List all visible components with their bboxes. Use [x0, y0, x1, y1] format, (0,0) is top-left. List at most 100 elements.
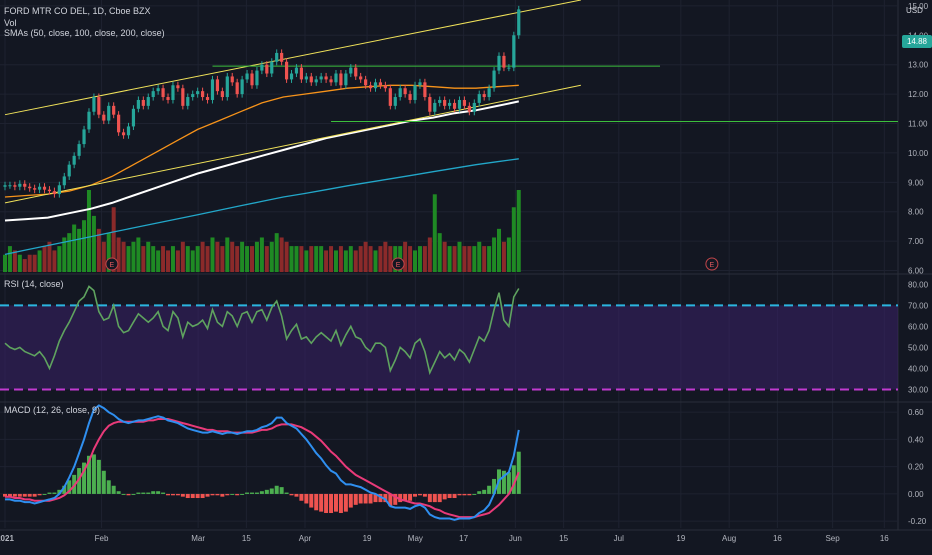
time-axis-tick: 19 — [363, 534, 372, 543]
symbol-title[interactable]: FORD MTR CO DEL, 1D, Cboe BZX — [4, 6, 151, 16]
volume-legend[interactable]: Vol — [4, 18, 17, 28]
volume-bar — [289, 246, 294, 272]
earnings-marker-label: E — [710, 262, 715, 269]
volume-bar — [136, 237, 141, 272]
candle-body — [8, 185, 12, 187]
candle-body — [166, 97, 170, 100]
macd-histogram-bar — [319, 493, 324, 512]
macd-histogram-bar — [17, 493, 22, 497]
rsi-axis-tick: 50.00 — [908, 343, 929, 352]
candle-body — [67, 164, 71, 177]
macd-histogram-bar — [86, 455, 91, 494]
macd-histogram-bar — [220, 493, 225, 497]
macd-histogram-bar — [422, 493, 427, 497]
earnings-marker: E — [391, 257, 405, 271]
candle-body — [201, 91, 205, 98]
price-axis-tick: 13.00 — [908, 61, 929, 70]
macd-legend[interactable]: MACD (12, 26, close, 9) — [4, 405, 101, 415]
candle-body — [309, 76, 313, 83]
macd-histogram-bar — [37, 493, 42, 496]
volume-bar — [121, 241, 126, 272]
volume-bar — [235, 246, 240, 272]
volume-bar — [141, 246, 146, 272]
volume-bar — [62, 237, 67, 272]
macd-histogram-bar — [294, 493, 299, 497]
volume-bar — [462, 246, 467, 272]
sma-line — [4, 100, 520, 222]
macd-histogram-bar — [47, 492, 52, 494]
macd-histogram-bar — [82, 462, 87, 494]
candle-body — [329, 79, 333, 83]
candle-body — [383, 85, 387, 89]
candle-body — [364, 79, 368, 86]
macd-histogram-bar — [151, 491, 156, 494]
candle-body — [492, 70, 496, 89]
macd-histogram-bar — [477, 491, 482, 494]
candle-body — [289, 73, 294, 80]
volume-bar — [373, 250, 378, 272]
candle-body — [334, 73, 338, 83]
earnings-marker-label: E — [110, 262, 115, 269]
candle-body — [186, 97, 190, 106]
macd-histogram-bar — [111, 485, 116, 494]
volume-bar — [348, 246, 353, 272]
volume-bar — [17, 254, 22, 272]
candle-body — [215, 79, 220, 92]
rsi-band — [0, 305, 898, 390]
candle-body — [304, 76, 308, 80]
candle-body — [408, 94, 412, 100]
sma-legend[interactable]: SMAs (50, close, 100, close, 200, close) — [4, 28, 165, 38]
volume-bar — [32, 254, 37, 272]
macd-histogram-bar — [245, 492, 250, 494]
macd-histogram-bar — [250, 492, 254, 494]
macd-histogram-bar — [388, 493, 393, 507]
candle-body — [28, 186, 32, 189]
macd-histogram-bar — [324, 493, 329, 514]
macd-histogram-bar — [126, 493, 131, 496]
price-axis-tick: 6.00 — [908, 267, 924, 276]
macd-histogram-bar — [289, 493, 294, 496]
candle-body — [240, 79, 244, 95]
macd-axis-tick: 0.40 — [908, 435, 924, 444]
candle-body — [136, 99, 140, 109]
volume-bar — [166, 250, 171, 272]
volume-bar — [57, 246, 62, 272]
macd-histogram-bar — [427, 493, 432, 503]
candle-body — [349, 67, 353, 74]
candle-body — [72, 155, 76, 165]
macd-histogram-bar — [487, 485, 492, 494]
candle-body — [47, 189, 52, 192]
macd-histogram-bar — [274, 485, 279, 494]
macd-histogram-bar — [101, 470, 106, 494]
candle-body — [151, 91, 155, 98]
candle-body — [448, 102, 452, 106]
macd-histogram-bar — [358, 493, 363, 504]
volume-bar — [82, 220, 87, 272]
volume-bar — [427, 237, 432, 272]
macd-histogram-bar — [309, 493, 314, 508]
candle-body — [230, 76, 234, 83]
signal-line — [5, 418, 520, 519]
volume-bar — [245, 246, 250, 272]
macd-line — [5, 404, 520, 521]
time-axis-tick: 15 — [559, 534, 568, 543]
candle-body — [161, 88, 165, 98]
volume-bar — [467, 246, 472, 272]
volume-bar — [215, 241, 220, 272]
volume-bar — [329, 246, 334, 272]
macd-histogram-bar — [166, 493, 171, 496]
time-axis-tick: Apr — [299, 534, 312, 543]
rsi-legend[interactable]: RSI (14, close) — [4, 279, 64, 289]
volume-bar — [86, 190, 91, 272]
macd-histogram-bar — [482, 489, 487, 494]
volume-bar — [358, 246, 363, 272]
candle-body — [502, 55, 506, 68]
rsi-axis-tick: 70.00 — [908, 301, 929, 310]
candle-body — [265, 64, 269, 74]
volume-bar — [151, 246, 156, 272]
volume-bar — [408, 246, 413, 272]
time-axis-tick: Aug — [722, 534, 736, 543]
